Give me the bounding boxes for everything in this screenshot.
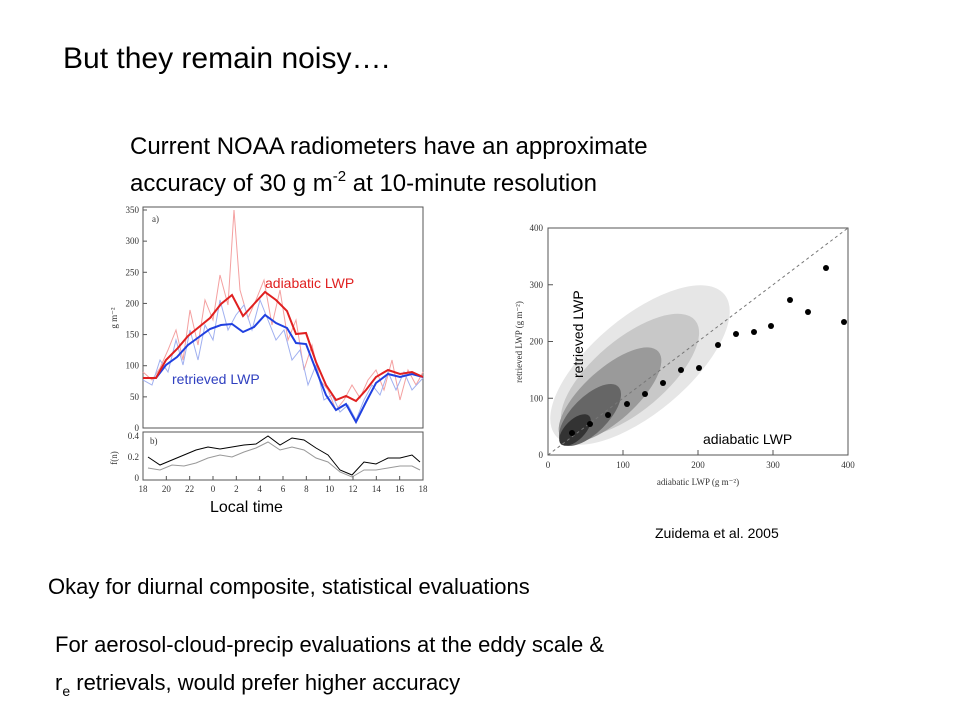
superscript: -2 (333, 168, 346, 185)
y-tick-label: 100 (126, 361, 140, 371)
x-tick-label: 200 (691, 460, 705, 470)
x-tick-label: 22 (185, 484, 194, 494)
x-tick-label: 2 (234, 484, 239, 494)
y-tick-label: 0 (135, 423, 140, 433)
y-tick-label: 400 (530, 223, 544, 233)
y-tick-label: 200 (126, 298, 140, 308)
y-tick-label: 100 (530, 393, 544, 403)
raw-adiabatic (142, 209, 424, 411)
panel-label: a) (152, 214, 159, 224)
overlay-label: retrieved LWP (570, 290, 586, 378)
x-tick-label: 300 (766, 460, 780, 470)
x-tick-label: 8 (304, 484, 309, 494)
x-tick-label: 14 (372, 484, 382, 494)
bullet-text: re retrievals, would prefer higher accur… (55, 670, 460, 699)
y-tick-label: 0 (539, 450, 544, 460)
x-tick-label: 6 (281, 484, 286, 494)
citation: Zuidema et al. 2005 (655, 525, 779, 541)
x-tick-label: 18 (139, 484, 149, 494)
raw-retrieved (142, 298, 424, 422)
panel-b-curve (147, 435, 421, 476)
y-tick-label: 200 (530, 337, 544, 347)
x-tick-label: 20 (162, 484, 172, 494)
text-run: accuracy of 30 g m (130, 170, 333, 197)
x-tick-label: 12 (349, 484, 358, 494)
y-tick-label: 300 (530, 280, 544, 290)
y-tick-label: 250 (126, 267, 140, 277)
panel-label: b) (150, 436, 158, 446)
bullet-text: For aerosol-cloud-precip evaluations at … (55, 632, 604, 657)
one-to-one-line (547, 227, 849, 456)
y-tick-label: 0 (135, 473, 140, 483)
axis-label: retrieved LWP (g m⁻²) (514, 301, 524, 383)
y-tick-label: 350 (126, 205, 140, 215)
text-run: r (55, 670, 62, 695)
x-tick-label: 16 (395, 484, 405, 494)
y-tick-label: 50 (130, 392, 140, 402)
axis-label: f(n) (109, 451, 119, 465)
y-tick-label: 300 (126, 236, 140, 246)
retrieved-curve (143, 313, 424, 425)
text-run: retrievals, would prefer higher accuracy (70, 670, 460, 695)
overlay-label: adiabatic LWP (703, 431, 792, 447)
x-tick-label: 400 (841, 460, 855, 470)
x-tick-label: 0 (211, 484, 216, 494)
x-tick-label: 4 (257, 484, 262, 494)
overlay-label: Local time (210, 499, 283, 516)
panel-frame (142, 431, 424, 481)
subscript: e (62, 683, 70, 699)
panel-frame (142, 206, 424, 429)
slide-title: But they remain noisy…. (63, 42, 390, 75)
bullet-text: Okay for diurnal composite, statistical … (48, 574, 530, 599)
overlay-label: adiabatic LWP (265, 275, 354, 291)
x-tick-label: 10 (325, 484, 335, 494)
x-tick-label: 0 (546, 460, 551, 470)
density-cloud (550, 285, 730, 447)
y-tick-label: 150 (126, 330, 140, 340)
axis-label: g m⁻² (109, 307, 119, 329)
binned-points (569, 265, 847, 436)
y-tick-label: 0.2 (128, 452, 139, 462)
x-tick-label: 18 (419, 484, 429, 494)
text-run: at 10-minute resolution (346, 170, 597, 197)
x-tick-label: 100 (616, 460, 630, 470)
subtitle-line: accuracy of 30 g m-2 at 10-minute resolu… (130, 168, 597, 197)
subtitle-line: Current NOAA radiometers have an approxi… (130, 133, 648, 160)
adiabatic-curve (143, 290, 424, 403)
y-tick-label: 0.4 (128, 431, 140, 441)
panel-b-curve (147, 441, 421, 478)
overlay-label: retrieved LWP (172, 371, 260, 387)
axis-label: adiabatic LWP (g m⁻²) (657, 477, 739, 487)
